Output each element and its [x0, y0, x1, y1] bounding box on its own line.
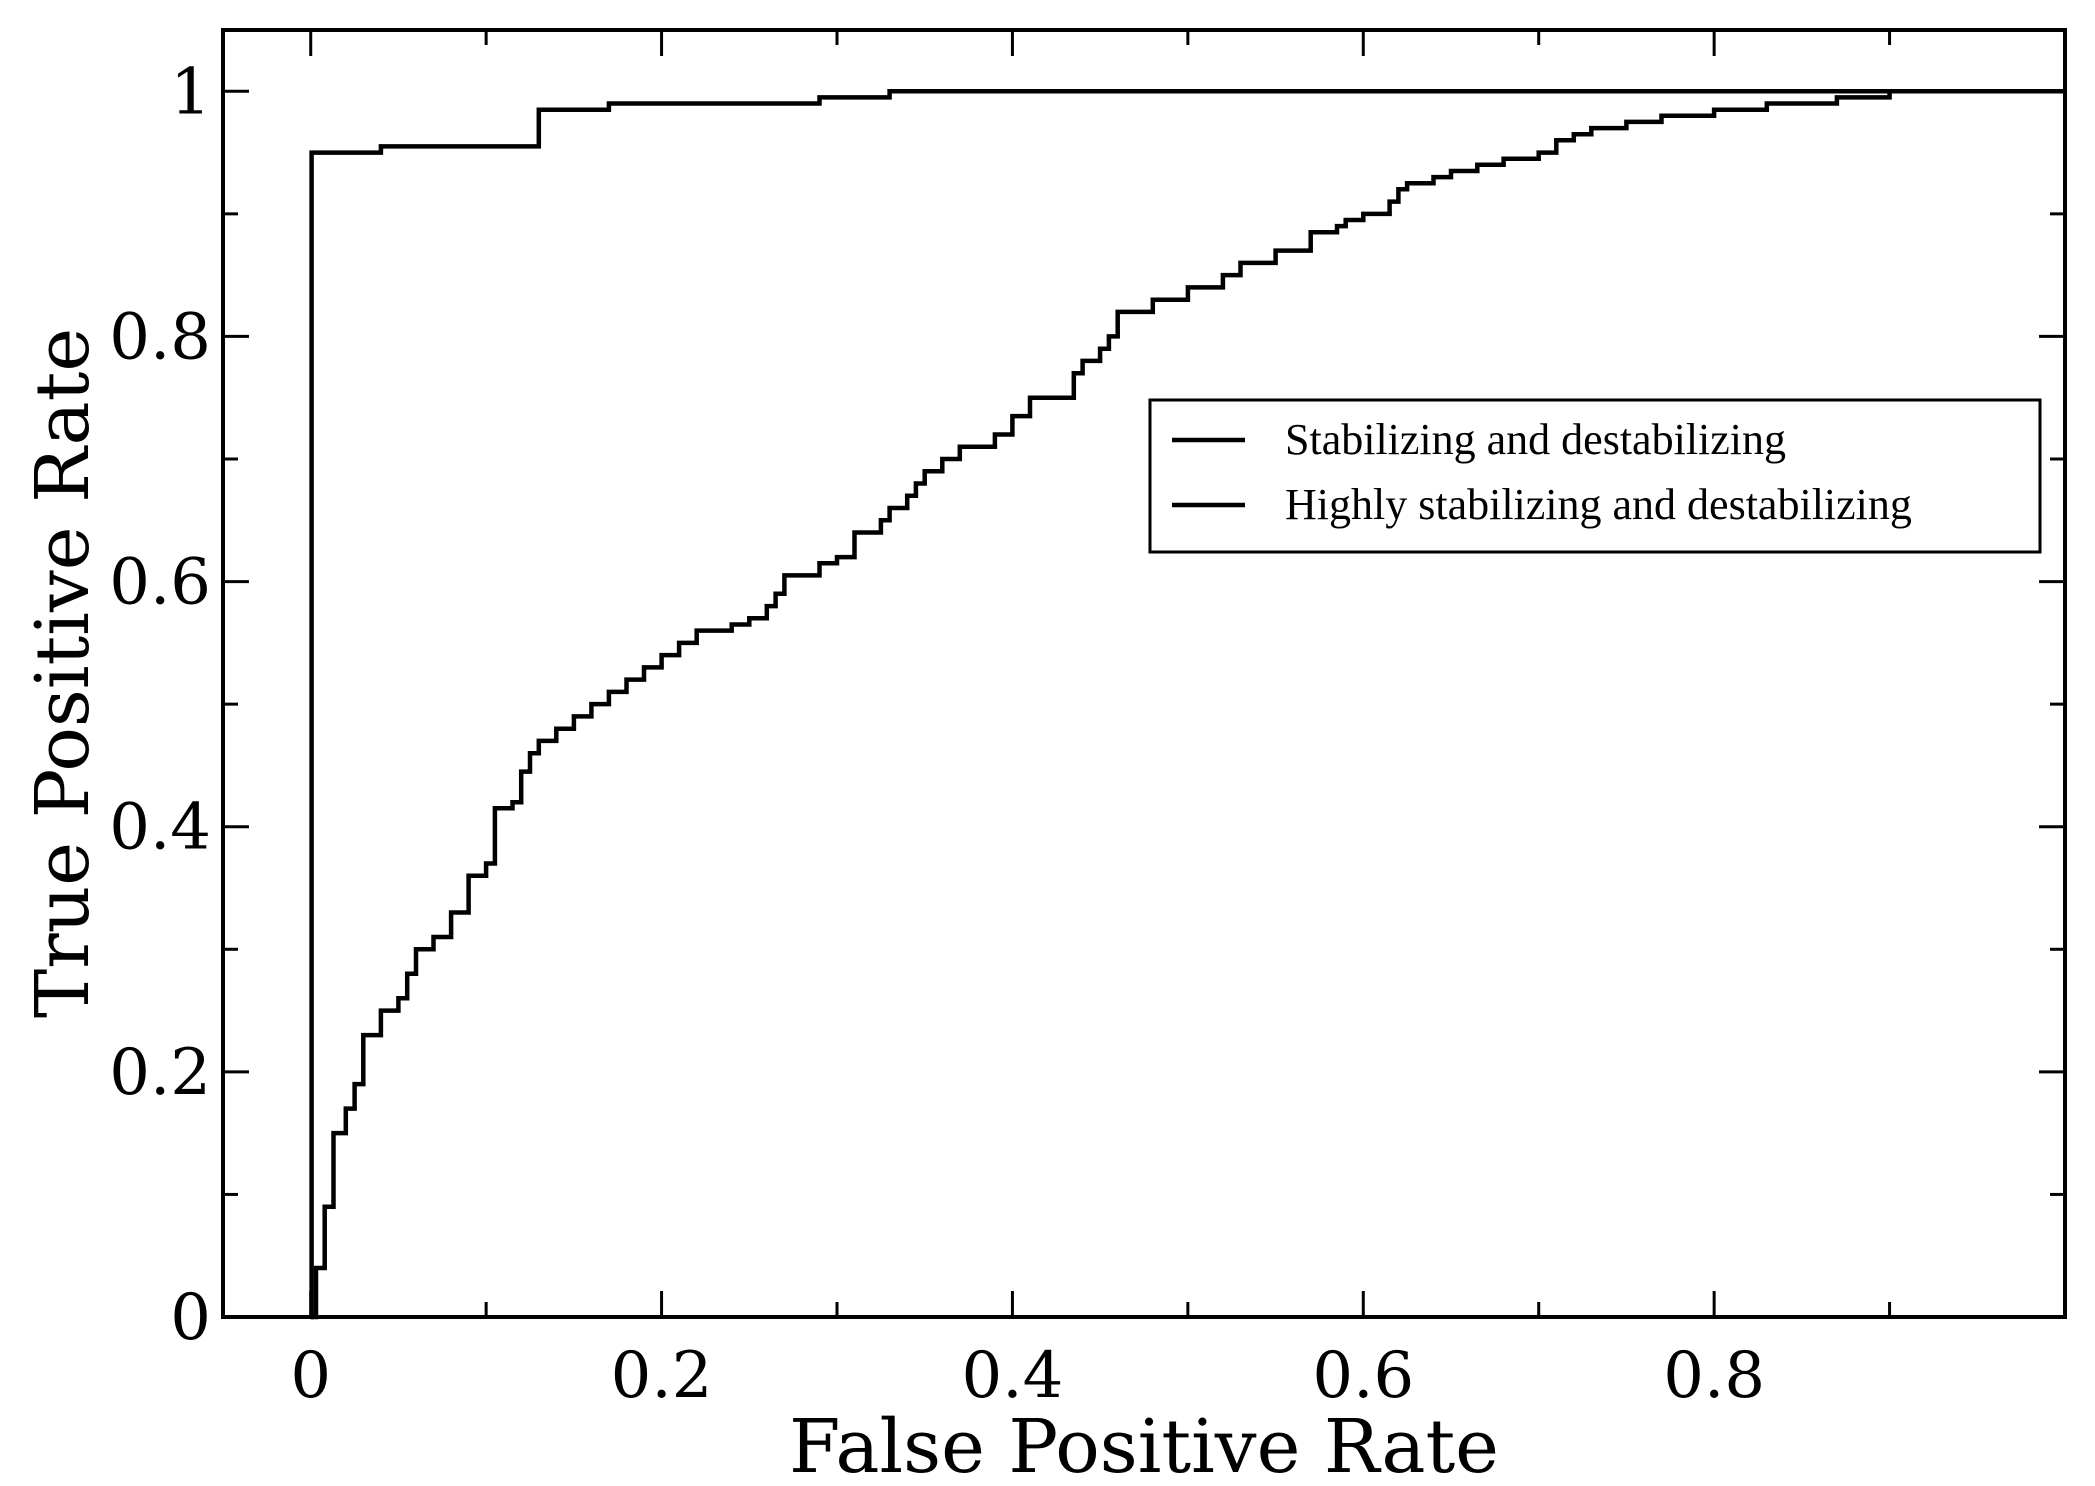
series-line-1 — [310, 89, 2065, 1320]
legend-label-series-2: Highly stabilizing and destabilizing — [1285, 480, 1912, 529]
legend-label-series-1: Stabilizing and destabilizing — [1285, 415, 1786, 464]
plot-frame — [221, 28, 2067, 1319]
axis-ticks — [223, 30, 2065, 1319]
y-tick-label: 0.4 — [109, 791, 211, 865]
y-tick-label: 0 — [170, 1281, 211, 1355]
x-tick-label: 0.8 — [1663, 1339, 1765, 1413]
y-tick-label: 0.2 — [109, 1036, 211, 1110]
x-axis-title: False Positive Rate — [789, 1404, 1499, 1486]
x-tick-label: 0.4 — [962, 1339, 1064, 1413]
y-tick-label: 0.8 — [109, 300, 211, 374]
y-tick-label: 1 — [170, 55, 211, 129]
x-tick-label: 0.6 — [1312, 1339, 1414, 1413]
axis-tick-labels: 0 0.2 0.4 0.6 0.8 0 0.2 0.4 0.6 0.8 1 — [109, 55, 1765, 1413]
legend-box — [1148, 398, 2042, 554]
legend: Stabilizing and destabilizing Highly sta… — [1148, 398, 2042, 554]
x-tick-label: 0.2 — [611, 1339, 713, 1413]
series-group — [309, 89, 2065, 1320]
x-tick-label: 0 — [290, 1339, 331, 1413]
series-line-2 — [309, 89, 2065, 1320]
y-axis-title: True Positive Rate — [20, 328, 106, 1018]
y-tick-label: 0.6 — [109, 546, 211, 620]
